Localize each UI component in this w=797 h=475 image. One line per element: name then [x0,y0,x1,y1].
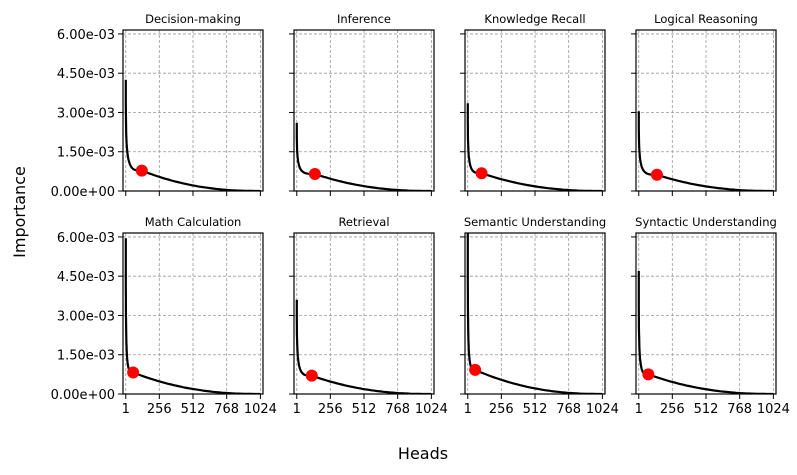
y-tick-label: 0.00e+00 [51,388,115,403]
panel-syntactic-understanding: 1 256 512 768 1024 Syntactic Understanding [631,215,790,417]
y-tick-label: 3.00e-03 [57,106,115,121]
marker-point [308,167,321,180]
y-tick-label: 6.00e-03 [57,231,115,246]
panel-semantic-understanding: 1 256 512 768 1024 Semantic Understanding [460,215,619,417]
x-tick-label: 1024 [757,402,790,417]
y-tick-label: 1.50e-03 [57,146,115,161]
importance-curve [637,111,774,191]
x-tick-label: 768 [214,402,239,417]
panel-math-calculation: 1 256 512 768 1024 0.00e+00 1.50e-03 3.00e-03 4.… [51,215,277,417]
panel-title: Logical Reasoning [654,12,758,26]
x-tick-label: 768 [727,402,752,417]
x-tick-label: 512 [352,402,377,417]
panel-decision-making: 0.00e+00 1.50e-03 3.00e-03 4.50e-03 6.00e-03… [51,12,264,200]
importance-curve [637,271,774,394]
x-tick-label: 1024 [244,402,277,417]
panel-inference: Inference [289,12,435,196]
importance-curve [124,238,261,394]
y-tick-label: 6.00e-03 [57,28,115,43]
importance-curve [295,299,432,394]
panel-frame [635,232,777,395]
panel-title: Math Calculation [145,215,242,229]
x-tick-label: 1 [464,402,472,417]
marker-point [642,368,655,381]
x-tick-label: 256 [660,402,685,417]
marker-point [650,168,663,181]
importance-curve [124,79,261,191]
x-tick-label: 512 [523,402,548,417]
y-tick-label: 0.00e+00 [51,185,115,200]
panel-retrieval: 1 256 512 768 1024 Retrieval [289,215,448,417]
y-tick-label: 4.50e-03 [57,270,115,285]
panel-frame [122,232,264,395]
panel-frame [464,29,606,192]
marker-point [127,366,140,379]
x-tick-label: 512 [694,402,719,417]
y-tick-label: 1.50e-03 [57,349,115,364]
panel-title: Syntactic Understanding [635,215,777,229]
importance-curve [466,103,603,191]
x-tick-label: 256 [318,402,343,417]
x-tick-label: 512 [181,402,206,417]
panel-knowledge-recall: Knowledge Recall [460,12,606,196]
marker-point [475,167,488,180]
x-tick-label: 1 [122,402,130,417]
x-tick-label: 1 [293,402,301,417]
panel-frame [293,29,435,192]
panel-title: Retrieval [338,215,389,229]
x-tick-label: 1024 [586,402,619,417]
x-tick-label: 256 [489,402,514,417]
x-tick-label: 256 [147,402,172,417]
marker-point [305,369,318,382]
x-tick-label: 768 [385,402,410,417]
y-axis-label: Importance [10,166,29,258]
y-tick-label: 3.00e-03 [57,309,115,324]
panel-title: Knowledge Recall [484,12,585,26]
panel-frame [635,29,777,192]
importance-curve [466,233,603,394]
panel-frame [464,232,606,395]
panel-frame [122,29,264,192]
y-tick-label: 4.50e-03 [57,67,115,82]
importance-curve [295,122,432,191]
marker-point [135,164,148,177]
panel-title: Decision-making [145,12,241,26]
panel-title: Semantic Understanding [464,215,606,229]
marker-point [469,363,482,376]
panel-title: Inference [337,12,391,26]
panel-logical-reasoning: Logical Reasoning [631,12,777,196]
x-tick-label: 1024 [415,402,448,417]
panel-frame [293,232,435,395]
x-tick-label: 768 [556,402,581,417]
x-tick-label: 1 [635,402,643,417]
x-axis-label: Heads [398,444,448,463]
